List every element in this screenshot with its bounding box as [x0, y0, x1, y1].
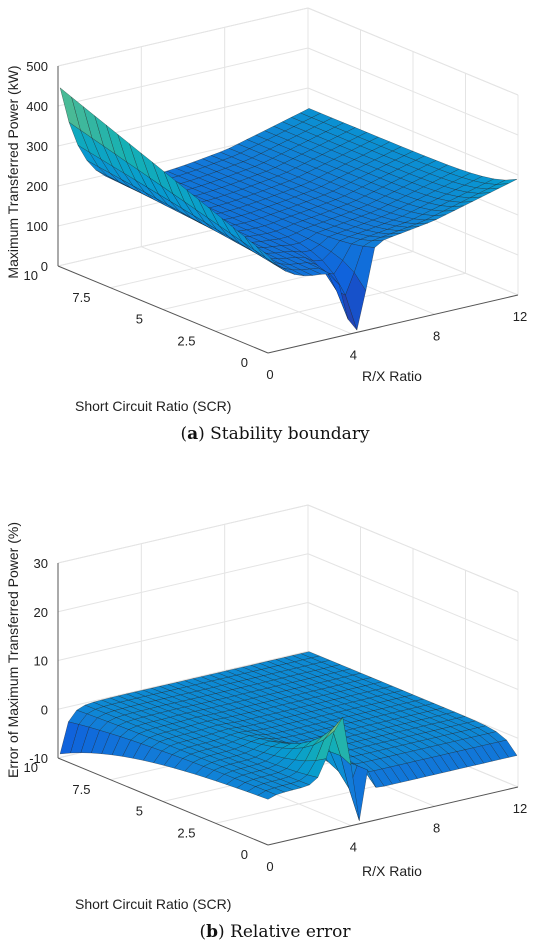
z-tick-label: 30: [34, 556, 48, 571]
z-gridline: [57, 47, 309, 107]
x-axis-line: [267, 786, 519, 846]
z-axis-label: Error of Maximum Transferred Power (%): [5, 522, 21, 778]
z-tick-label: 10: [34, 654, 48, 669]
y-floor-gridline: [215, 272, 466, 332]
x-axis-label: R/X Ratio: [362, 863, 422, 879]
x-tick-label: 4: [350, 840, 357, 855]
z-tick-label: -10: [29, 751, 48, 766]
y-axis-label: Short Circuit Ratio (SCR): [75, 398, 231, 414]
x-tick-label: 4: [350, 348, 357, 363]
y-tick-label: 2.5: [177, 825, 195, 840]
surface-mesh: [59, 87, 518, 331]
y-tick-label: 5: [136, 804, 143, 819]
y-tick-label: 0: [241, 355, 248, 370]
caption-b: (b) Relative error: [199, 922, 351, 942]
surface-chart-stability-boundary: 0 100 200 300 400 500 0 4 8 12 0 2.5 5 7.5 10 Maximum …: [5, 7, 528, 414]
z-tick-label: 0: [41, 702, 48, 717]
y-axis-label: Short Circuit Ratio (SCR): [75, 896, 231, 912]
caption-letter: b: [206, 922, 219, 942]
x-tick-label: 0: [266, 859, 273, 874]
y-tick-label: 7.5: [72, 782, 90, 797]
x-tick-label: 8: [433, 820, 440, 835]
surface-mesh: [59, 651, 518, 821]
caption-text: Stability boundary: [210, 424, 370, 444]
z-axis-label: Maximum Transferred Power (kW): [5, 65, 21, 278]
z-gridline: [57, 553, 309, 613]
y-tick-label: 10: [24, 268, 38, 283]
surface-chart-relative-error: -10 0 10 20 30 0 4 8 12 0 2.5 5 7.5 10 Error of Maxim…: [5, 504, 528, 912]
caption-letter: a: [187, 424, 199, 444]
z-tick-label: 300: [26, 139, 48, 154]
panel-stability-boundary: 0 100 200 300 400 500 0 4 8 12 0 2.5 5 7.5 10 Maximum …: [0, 0, 550, 470]
x-tick-label: 8: [433, 328, 440, 343]
y-axis-line: [57, 757, 269, 846]
y-tick-label: 2.5: [177, 333, 195, 348]
z-tick-label: 500: [26, 59, 48, 74]
surface-patch: [257, 790, 277, 800]
z-tick-label: 0: [41, 259, 48, 274]
x-axis-line: [267, 294, 519, 354]
y-tick-label: 7.5: [72, 290, 90, 305]
x-tick-label: 12: [513, 801, 527, 816]
panel-relative-error: -10 0 10 20 30 0 4 8 12 0 2.5 5 7.5 10 Error of Maxim…: [0, 475, 550, 950]
caption-a: (a) Stability boundary: [180, 424, 370, 444]
z-gridline: [57, 650, 309, 710]
y-tick-label: 5: [136, 312, 143, 327]
z-tick-label: 100: [26, 219, 48, 234]
z-gridline: [57, 504, 309, 564]
surface-patch: [256, 245, 278, 266]
caption-text: Relative error: [230, 922, 351, 942]
x-tick-label: 0: [266, 367, 273, 382]
z-gridline: [57, 602, 309, 661]
axis-tick-labels: -10 0 10 20 30 0 4 8 12 0 2.5 5 7.5 10: [24, 556, 528, 874]
y-axis-line: [57, 265, 269, 354]
z-gridline: [57, 7, 309, 67]
x-axis-label: R/X Ratio: [362, 368, 422, 384]
y-tick-label: 0: [241, 847, 248, 862]
y-tick-label: 10: [24, 760, 38, 775]
z-tick-label: 200: [26, 179, 48, 194]
z-tick-label: 400: [26, 99, 48, 114]
z-tick-label: 20: [34, 605, 48, 620]
x-tick-label: 12: [513, 309, 527, 324]
axis-tick-labels: 0 100 200 300 400 500 0 4 8 12 0 2.5 5 7.5 10: [24, 59, 528, 382]
